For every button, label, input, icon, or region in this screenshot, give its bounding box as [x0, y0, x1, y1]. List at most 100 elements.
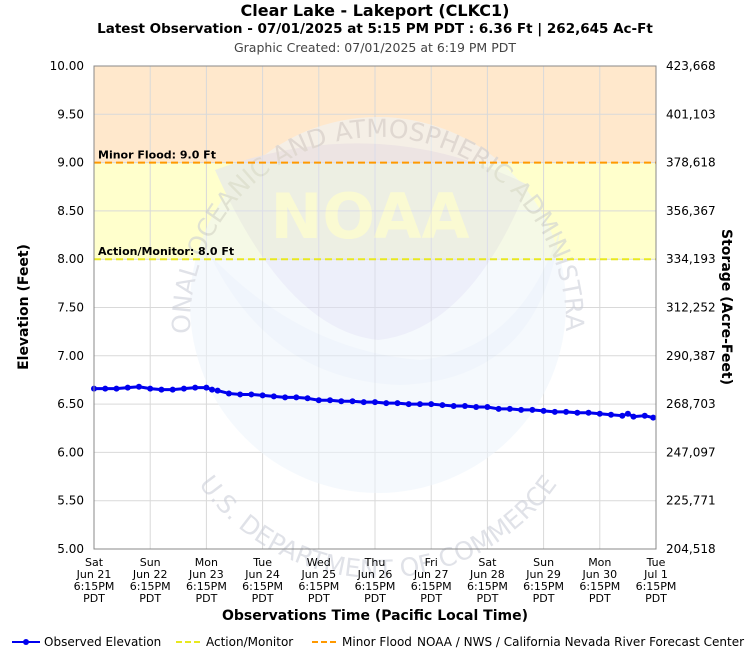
x-tick-label: PDT — [364, 592, 386, 605]
data-point — [596, 410, 603, 417]
data-series — [91, 383, 657, 421]
x-tick-label: 6:15PM — [242, 580, 283, 593]
legend-action: Action/Monitor — [176, 635, 293, 649]
data-point — [209, 386, 216, 393]
data-point — [147, 385, 154, 392]
y2-tick-label: 225,771 — [666, 494, 716, 508]
data-point — [641, 412, 648, 419]
data-point — [473, 403, 480, 410]
y-tick-label: 8.00 — [57, 252, 84, 266]
x-tick-label: 6:15PM — [523, 580, 564, 593]
x-tick-label: PDT — [476, 592, 498, 605]
x-tick-label: PDT — [533, 592, 555, 605]
y2-tick-label: 247,097 — [666, 445, 716, 459]
data-point — [585, 409, 592, 416]
action-line-icon — [176, 641, 202, 643]
data-point — [225, 390, 232, 397]
chart-title: Clear Lake - Lakeport (CLKC1) — [240, 1, 510, 20]
y2-tick-label: 312,252 — [666, 301, 716, 315]
x-tick-label: 6:15PM — [298, 580, 339, 593]
data-point — [135, 383, 142, 390]
x-tick-label: Jul 1 — [643, 568, 668, 581]
data-point — [619, 412, 626, 419]
x-tick-label: Jun 24 — [244, 568, 280, 581]
threshold-lines: Minor Flood: 9.0 Ft Action/Monitor: 8.0 F… — [94, 149, 656, 261]
y2-tick-label: 423,668 — [666, 59, 716, 73]
x-axis-label: Observations Time (Pacific Local Time) — [222, 608, 528, 624]
x-tick-label: Sat — [478, 556, 497, 569]
y2-tick-label: 356,367 — [666, 204, 716, 218]
x-tick-label: Mon — [588, 556, 611, 569]
data-point — [338, 398, 345, 405]
x-tick-label: 6:15PM — [186, 580, 227, 593]
x-tick-label: 6:15PM — [636, 580, 677, 593]
minor-line-icon — [312, 641, 338, 643]
y-tick-label: 9.50 — [57, 107, 84, 121]
x-tick-label: Jun 22 — [132, 568, 168, 581]
x-tick-label: Jun 28 — [469, 568, 505, 581]
y2-tick-label: 290,387 — [666, 349, 716, 363]
graphic-created: Graphic Created: 07/01/2025 at 6:19 PM P… — [233, 40, 516, 55]
y-tick-label: 5.50 — [57, 494, 84, 508]
y-tick-label: 5.00 — [57, 542, 84, 556]
data-point — [237, 391, 244, 398]
x-tick-label: PDT — [139, 592, 161, 605]
x-tick-label: Tue — [646, 556, 666, 569]
data-point — [650, 414, 657, 421]
threshold-label: Action/Monitor: 8.0 Ft — [98, 245, 234, 258]
x-tick-label: Sat — [85, 556, 104, 569]
y-axis-right: 204,518 225,771 247,097 268,703 290,387 312,2… — [666, 59, 716, 556]
x-tick-label: Jun 21 — [76, 568, 112, 581]
data-point — [495, 405, 502, 412]
y2-tick-label: 334,193 — [666, 252, 716, 266]
x-tick-label: PDT — [308, 592, 330, 605]
data-point — [270, 393, 277, 400]
y-tick-label: 6.50 — [57, 397, 84, 411]
observed-line-icon — [12, 639, 40, 645]
data-point — [506, 405, 513, 412]
x-tick-label: PDT — [420, 592, 442, 605]
data-point — [428, 401, 435, 408]
data-point — [360, 399, 367, 406]
data-point — [315, 397, 322, 404]
legend-observed-label: Observed Elevation — [44, 635, 162, 649]
y-tick-label: 8.50 — [57, 204, 84, 218]
data-point — [439, 402, 446, 409]
data-point — [405, 401, 412, 408]
x-tick-label: 6:15PM — [74, 580, 115, 593]
x-tick-label: 6:15PM — [467, 580, 508, 593]
data-point — [416, 401, 423, 408]
x-tick-label: PDT — [252, 592, 274, 605]
x-tick-label: Wed — [307, 556, 331, 569]
y2-tick-label: 378,618 — [666, 156, 716, 170]
data-point — [624, 410, 631, 417]
data-point — [450, 403, 457, 410]
legend-minor: Minor Flood — [312, 635, 412, 649]
data-point — [203, 384, 210, 391]
data-point — [248, 391, 255, 398]
x-tick-label: Jun 26 — [357, 568, 393, 581]
data-point — [518, 406, 525, 413]
x-tick-label: PDT — [195, 592, 217, 605]
legend: Observed Elevation Action/Monitor Minor … — [0, 635, 750, 649]
x-tick-label: Jun 25 — [300, 568, 336, 581]
data-point — [630, 413, 637, 420]
x-tick-label: PDT — [589, 592, 611, 605]
y2-tick-label: 204,518 — [666, 542, 716, 556]
threshold-label: Minor Flood: 9.0 Ft — [98, 149, 216, 162]
data-point — [461, 403, 468, 410]
data-point — [551, 408, 558, 415]
x-tick-label: 6:15PM — [579, 580, 620, 593]
x-tick-label: 6:15PM — [130, 580, 171, 593]
latest-observation: Latest Observation - 07/01/2025 at 5:15 … — [97, 21, 653, 37]
y2-tick-label: 401,103 — [666, 107, 716, 121]
y-tick-label: 10.00 — [50, 59, 84, 73]
credit-text: NOAA / NWS / California Nevada River For… — [417, 635, 744, 649]
x-tick-label: Tue — [252, 556, 272, 569]
credit-label: NOAA / NWS / California Nevada River For… — [417, 635, 745, 649]
noaa-logo-text: NOAA — [271, 180, 470, 253]
y2-axis-label: Storage (Acre-Feet) — [718, 229, 734, 385]
data-point — [124, 384, 131, 391]
y-tick-label: 7.00 — [57, 349, 84, 363]
